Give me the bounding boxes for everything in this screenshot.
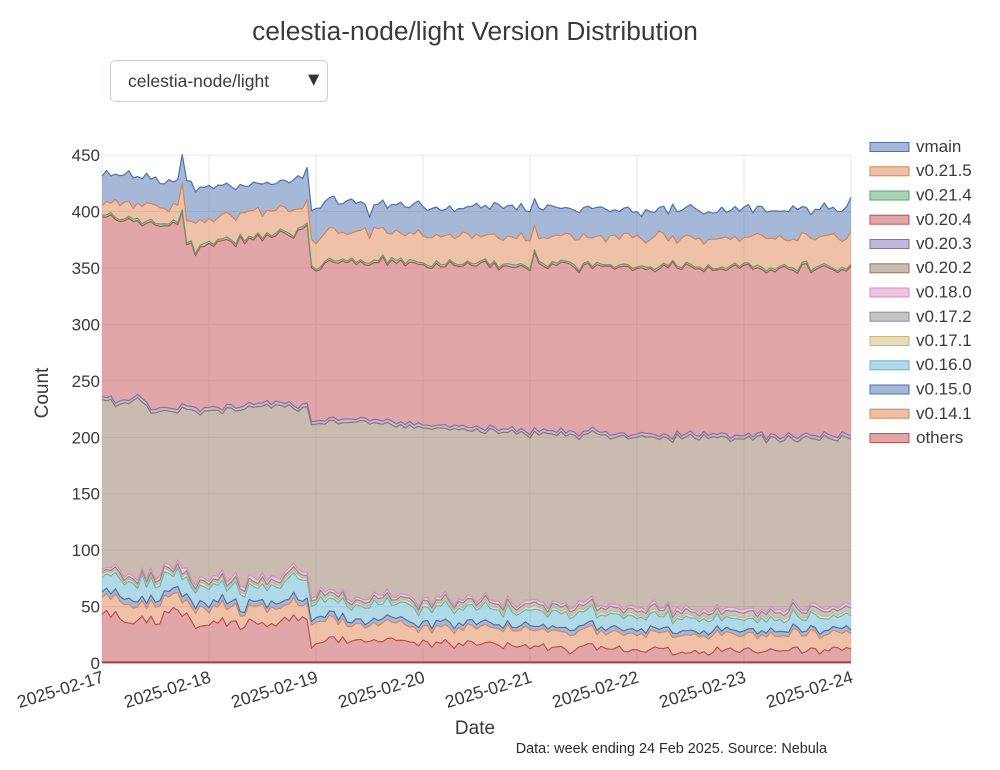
svg-text:2025-02-19: 2025-02-19 (229, 667, 320, 712)
svg-text:vmain: vmain (916, 137, 961, 156)
svg-text:2025-02-22: 2025-02-22 (550, 667, 641, 712)
svg-text:2025-02-17: 2025-02-17 (15, 667, 106, 712)
svg-text:Date: Date (455, 718, 495, 739)
svg-text:v0.17.1: v0.17.1 (916, 331, 972, 350)
svg-text:150: 150 (72, 485, 100, 504)
svg-text:v0.20.4: v0.20.4 (916, 210, 972, 229)
svg-text:2025-02-20: 2025-02-20 (336, 667, 428, 712)
svg-text:200: 200 (72, 428, 100, 447)
svg-text:v0.20.2: v0.20.2 (916, 258, 972, 277)
svg-text:450: 450 (72, 146, 100, 165)
svg-text:others: others (916, 428, 963, 447)
svg-text:v0.21.5: v0.21.5 (916, 161, 972, 180)
svg-text:Data: week ending 24 Feb 2025.: Data: week ending 24 Feb 2025. Source: N… (516, 741, 827, 757)
svg-text:Count: Count (32, 367, 53, 418)
svg-text:2025-02-23: 2025-02-23 (657, 667, 748, 712)
svg-text:100: 100 (72, 541, 100, 560)
svg-text:v0.16.0: v0.16.0 (916, 355, 972, 374)
svg-text:2025-02-24: 2025-02-24 (764, 667, 856, 712)
svg-text:0: 0 (91, 654, 100, 673)
svg-text:v0.20.3: v0.20.3 (916, 234, 972, 253)
svg-text:50: 50 (81, 598, 100, 617)
svg-text:v0.14.1: v0.14.1 (916, 404, 972, 423)
svg-text:300: 300 (72, 315, 100, 334)
svg-text:v0.18.0: v0.18.0 (916, 283, 972, 302)
svg-text:400: 400 (72, 203, 100, 222)
svg-text:v0.21.4: v0.21.4 (916, 186, 972, 205)
svg-text:2025-02-21: 2025-02-21 (443, 667, 534, 712)
svg-text:2025-02-18: 2025-02-18 (122, 667, 213, 712)
svg-text:celestia-node/light Version Di: celestia-node/light Version Distribution (252, 16, 698, 46)
svg-text:250: 250 (72, 372, 100, 391)
svg-text:v0.17.2: v0.17.2 (916, 307, 972, 326)
svg-text:350: 350 (72, 259, 100, 278)
svg-text:v0.15.0: v0.15.0 (916, 380, 972, 399)
